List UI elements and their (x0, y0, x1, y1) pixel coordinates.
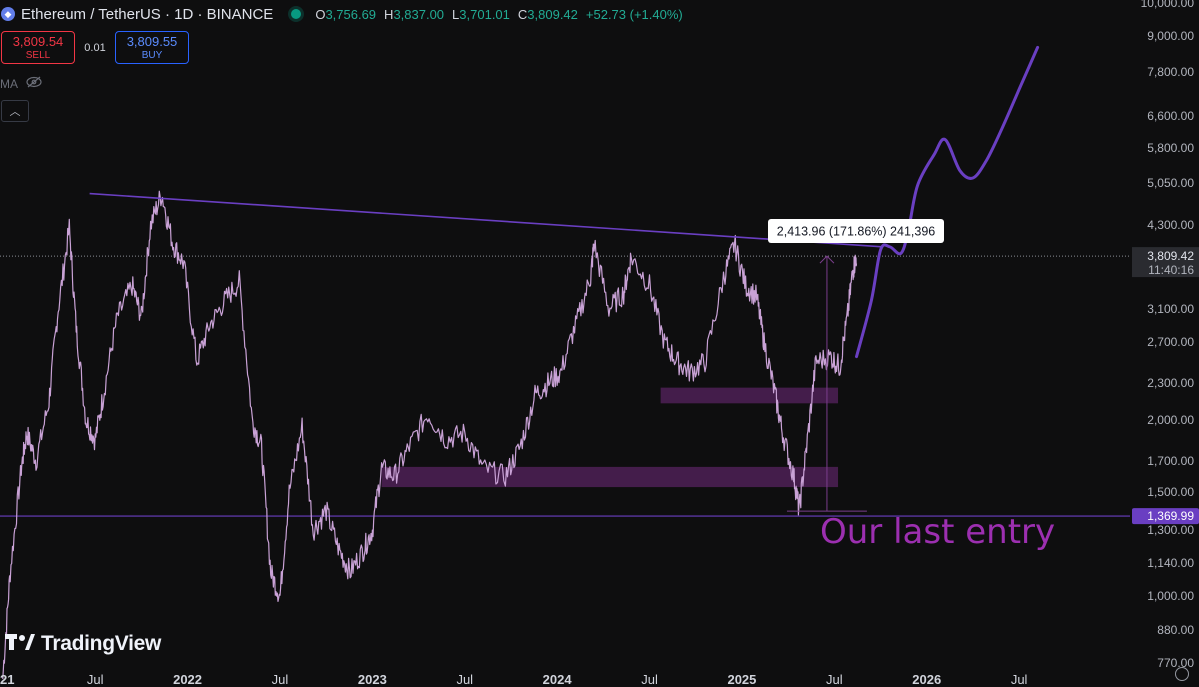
high-value: 3,837.00 (393, 6, 445, 22)
hidden-eye-icon[interactable] (26, 76, 42, 91)
y-tick-label: 2,700.00 (1147, 335, 1194, 349)
buy-button[interactable]: 3,809.55 BUY (115, 31, 189, 64)
x-tick-label: 2024 (543, 672, 573, 687)
tradingview-watermark: TradingView (5, 631, 161, 657)
sell-label: SELL (25, 50, 51, 61)
indicator-label[interactable]: MA (0, 76, 18, 91)
x-tick-label: 2026 (912, 672, 941, 687)
x-tick-label: Jul (272, 672, 289, 687)
ethereum-icon: ◆ (1, 7, 15, 21)
ohlc-readout: O3,756.69 H3,837.00 L3,701.01 C3,809.42 … (315, 7, 682, 22)
projection-curve (855, 45, 1040, 359)
y-tick-label: 9,000.00 (1147, 29, 1194, 43)
change-value: +52.73 (+1.40%) (585, 6, 683, 22)
y-tick-label: 880.00 (1157, 623, 1194, 637)
sell-price: 3,809.54 (12, 34, 64, 49)
x-tick-label: Jul (87, 672, 104, 687)
support-price-label: 1,369.99 (1147, 509, 1194, 523)
buy-price: 3,809.55 (126, 34, 178, 49)
measure-arrowhead (819, 255, 835, 264)
x-tick-label: 21 (0, 672, 14, 687)
support-price-badge (1132, 508, 1199, 525)
x-tick-label: Jul (641, 672, 658, 687)
x-tick-label: 2023 (358, 672, 387, 687)
x-tick-label: 2025 (727, 672, 756, 687)
x-tick-label: Jul (456, 672, 473, 687)
close-value: 3,809.42 (527, 6, 578, 22)
price-series (2, 190, 858, 680)
spread-value: 0.01 (84, 41, 106, 54)
y-tick-label: 6,600.00 (1147, 109, 1194, 123)
x-tick-label: Jul (1011, 672, 1028, 687)
y-tick-label: 1,700.00 (1147, 454, 1194, 468)
symbol-title[interactable]: Ethereum / TetherUS · 1D · BINANCE (21, 5, 274, 23)
y-tick-label: 5,050.00 (1147, 176, 1194, 190)
buy-label: BUY (141, 50, 163, 61)
tradingview-logo-icon (5, 631, 35, 657)
support-zone-2 (381, 466, 839, 488)
trade-panel: 3,809.54 SELL 0.01 3,809.55 BUY (1, 31, 189, 64)
last-price-badge (1132, 247, 1199, 278)
countdown-label: 11:40:16 (1148, 263, 1194, 277)
collapse-indicators-button[interactable]: ︿ (1, 100, 29, 122)
open-value: 3,756.69 (325, 6, 377, 22)
indicator-row[interactable]: MA (0, 76, 42, 91)
y-tick-label: 3,100.00 (1147, 302, 1194, 316)
close-key: C (517, 6, 528, 22)
high-key: H (384, 6, 394, 22)
measure-label: 2,413.96 (171.86%) 241,396 (777, 225, 936, 239)
market-status-icon[interactable] (291, 9, 302, 19)
y-tick-label: 2,000.00 (1147, 413, 1194, 427)
annotation-text: Our last entry (820, 512, 1055, 552)
chart-header: ◆ Ethereum / TetherUS · 1D · BINANCE O3,… (0, 0, 683, 28)
chevron-up-icon: ︿ (9, 106, 21, 118)
brand-name: TradingView (41, 632, 162, 655)
resistance-trendline (89, 192, 883, 248)
y-tick-label: 770.00 (1157, 656, 1194, 670)
sell-button[interactable]: 3,809.54 SELL (1, 31, 75, 64)
y-tick-label: 5,800.00 (1147, 141, 1194, 155)
y-tick-label: 10,000.00 (1141, 0, 1195, 10)
y-tick-label: 1,300.00 (1147, 523, 1194, 537)
low-value: 3,701.01 (459, 6, 510, 22)
measure-label-box (768, 219, 944, 243)
y-tick-label: 4,300.00 (1147, 218, 1194, 232)
y-tick-label: 7,800.00 (1147, 65, 1194, 79)
support-zone-1 (660, 387, 839, 404)
open-key: O (315, 6, 326, 22)
chart-settings-icon[interactable] (1175, 667, 1189, 681)
y-tick-label: 1,140.00 (1147, 556, 1194, 570)
x-tick-label: Jul (826, 672, 843, 687)
y-tick-label: 1,000.00 (1147, 589, 1194, 603)
last-price-label: 3,809.42 (1147, 249, 1194, 263)
low-key: L (452, 6, 460, 22)
y-tick-label: 2,300.00 (1147, 376, 1194, 390)
x-tick-label: 2022 (173, 672, 202, 687)
y-tick-label: 1,500.00 (1147, 485, 1194, 499)
